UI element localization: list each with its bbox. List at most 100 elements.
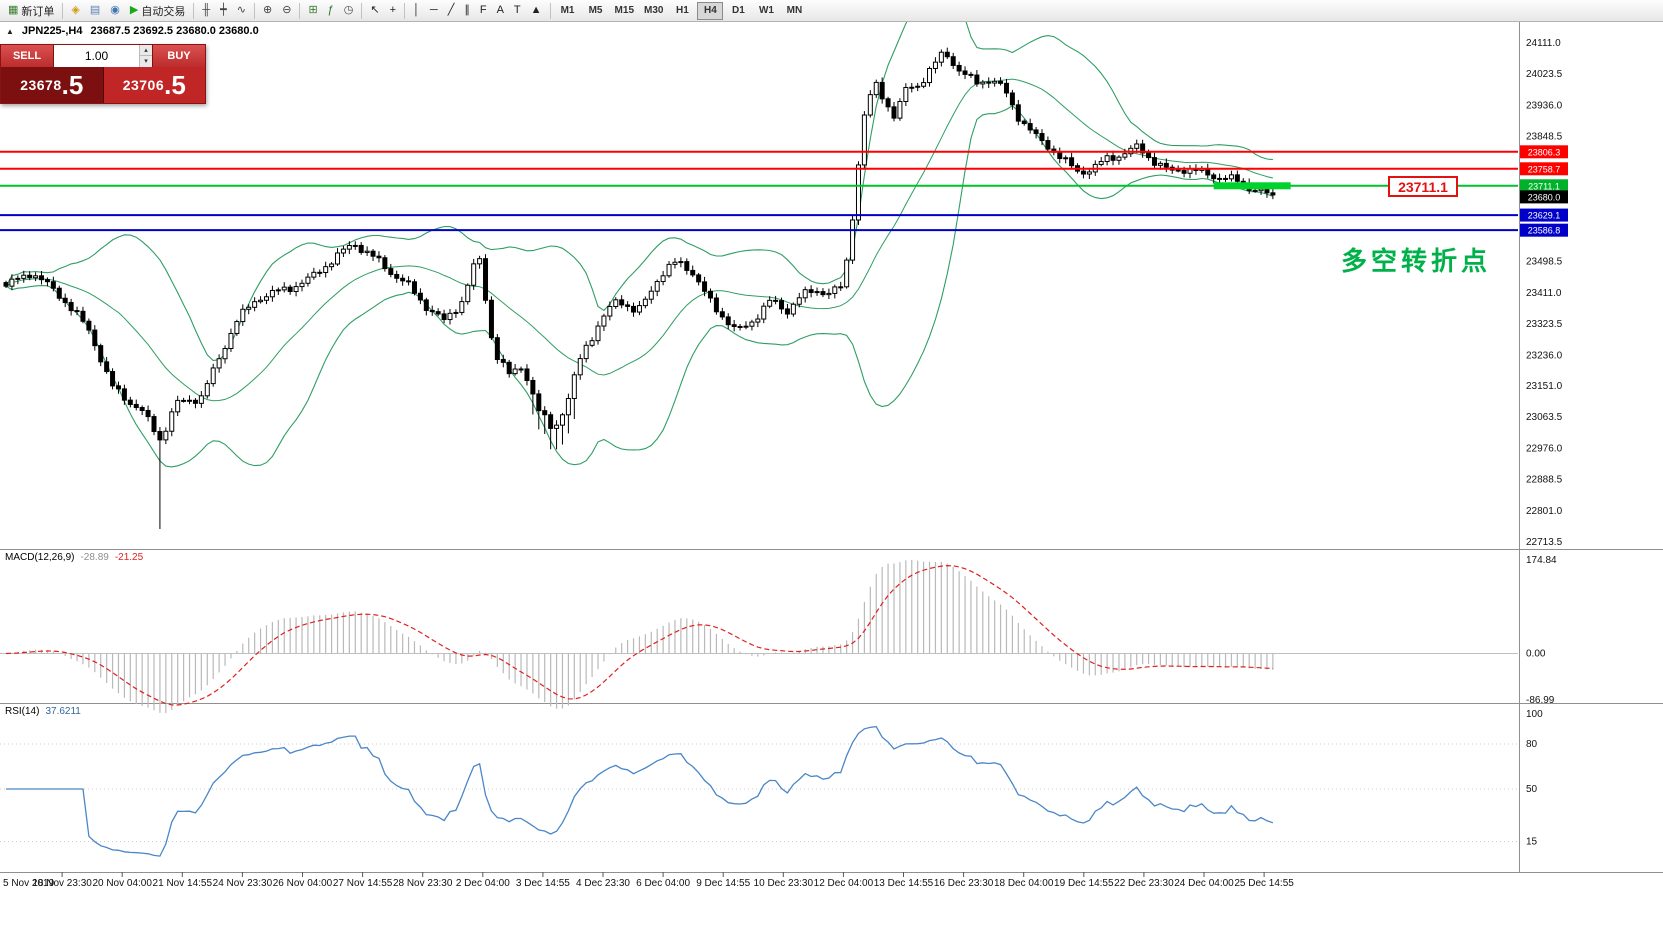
svg-text:23680.0: 23680.0: [1528, 192, 1561, 202]
timeframe-h4-button[interactable]: H4: [697, 1, 724, 20]
buy-button[interactable]: BUY: [153, 45, 205, 67]
volume-up-button[interactable]: ▴: [139, 45, 152, 56]
arrows-icon: ▲: [530, 4, 542, 16]
timeframe-d1-button[interactable]: D1: [732, 5, 745, 16]
svg-text:13 Dec 14:55: 13 Dec 14:55: [874, 878, 934, 889]
cursor-button[interactable]: ↖: [365, 1, 384, 20]
svg-text:6 Dec 04:00: 6 Dec 04:00: [636, 878, 690, 889]
svg-text:24 Dec 04:00: 24 Dec 04:00: [1174, 878, 1234, 889]
auto-trading-label: 自动交易: [141, 5, 186, 18]
symbol-name: JPN225-,H4: [21, 25, 83, 37]
cursor-icon: ↖: [370, 4, 380, 16]
buy-price[interactable]: 23706.5: [103, 67, 205, 103]
candlestick-type-icon: ┿: [220, 4, 227, 16]
new-order-button[interactable]: ▦ 新订单: [3, 1, 59, 20]
svg-text:4 Dec 23:30: 4 Dec 23:30: [576, 878, 630, 889]
channel-button[interactable]: ∥: [459, 1, 475, 20]
buy-price-int: 23706: [122, 77, 165, 93]
one-click-trading-panel: SELL ▴ ▾ BUY 23678.5 23706.5: [0, 44, 206, 104]
chart-symbol-icon: ▲: [6, 26, 14, 36]
svg-text:22 Dec 23:30: 22 Dec 23:30: [1114, 878, 1174, 889]
trendline-button[interactable]: ╱: [443, 1, 460, 20]
zoom-out-button[interactable]: ⊖: [277, 1, 296, 20]
bar-chart-type-button[interactable]: ╫: [197, 1, 215, 20]
svg-text:50: 50: [1526, 784, 1538, 795]
main-toolbar: ▦ 新订单 ◈ ▤ ◉ ▶ 自动交易 ╫ ┿ ∿ ⊕ ⊖ ⊞ ƒ ◷ ↖ + │ ─ ╱ ∥ F A T ▲ M1 M5 M15 M30…: [0, 0, 1663, 22]
timeframe-m15-button[interactable]: M15: [614, 5, 634, 16]
svg-text:23411.0: 23411.0: [1526, 288, 1562, 299]
toolbar-separator: [361, 2, 363, 19]
label-button[interactable]: T: [509, 1, 526, 20]
chart-objects: [1213, 182, 1291, 190]
horizontal-line-button[interactable]: ─: [425, 1, 443, 20]
price-axis: 174.84 0.00 -86.99 100 80 50 15 24111.0 24023.5 2…: [1520, 38, 1568, 848]
line-chart-type-button[interactable]: ∿: [232, 1, 251, 20]
svg-text:100: 100: [1526, 709, 1543, 720]
sell-price-dec: .5: [61, 70, 84, 100]
svg-text:23151.0: 23151.0: [1526, 381, 1563, 392]
zoom-in-icon: ⊕: [263, 4, 273, 16]
svg-text:22888.5: 22888.5: [1526, 475, 1563, 486]
timeframe-m30-button[interactable]: M30: [644, 5, 664, 16]
timeframe-w1-button[interactable]: W1: [758, 5, 774, 16]
svg-text:18 Nov 23:30: 18 Nov 23:30: [32, 878, 92, 889]
auto-trading-button[interactable]: ▶ 自动交易: [125, 1, 190, 20]
sell-button[interactable]: SELL: [1, 45, 53, 67]
level-lines: [0, 150, 1518, 232]
trendline-icon: ╱: [447, 4, 455, 16]
svg-text:174.84: 174.84: [1526, 555, 1557, 566]
svg-text:12 Dec 04:00: 12 Dec 04:00: [814, 878, 874, 889]
tile-windows-icon: ⊞: [308, 4, 318, 16]
data-window-icon: ▤: [89, 4, 101, 16]
toolbar-separator: [404, 2, 406, 19]
vertical-line-icon: │: [413, 4, 420, 16]
candlestick-type-button[interactable]: ┿: [215, 1, 232, 20]
volume-down-button[interactable]: ▾: [139, 56, 152, 67]
panel-frame: [0, 22, 1663, 873]
svg-text:80: 80: [1526, 739, 1538, 750]
svg-text:24111.0: 24111.0: [1526, 38, 1561, 49]
candles: [3, 47, 1276, 529]
macd-signal-value: -21.25: [114, 552, 144, 563]
volume-input[interactable]: [54, 45, 139, 67]
symbol-ohlc: 23687.5 23692.5 23680.0 23680.0: [90, 25, 259, 37]
timeframe-mn-button[interactable]: MN: [786, 5, 803, 16]
toolbar-separator: [549, 2, 551, 19]
svg-text:5 Nov 2019: 5 Nov 2019: [3, 878, 55, 889]
fibonacci-icon: F: [479, 4, 487, 16]
trade-panel-price-row: 23678.5 23706.5: [1, 67, 205, 103]
trade-panel-top-row: SELL ▴ ▾ BUY: [1, 45, 205, 67]
svg-text:2 Dec 04:00: 2 Dec 04:00: [456, 878, 510, 889]
metaeditor-button[interactable]: ◈: [66, 1, 84, 20]
svg-text:0.00: 0.00: [1526, 648, 1546, 659]
sell-price[interactable]: 23678.5: [1, 67, 104, 103]
toolbar-separator: [193, 2, 195, 19]
periods-button[interactable]: ◷: [339, 1, 359, 20]
text-icon: A: [496, 4, 504, 16]
zoom-in-button[interactable]: ⊕: [258, 1, 277, 20]
arrows-button[interactable]: ▲: [526, 1, 547, 20]
macd-name: MACD(12,26,9): [5, 552, 75, 563]
symbol-info: ▲ JPN225-,H4 23687.5 23692.5 23680.0 236…: [6, 25, 259, 37]
vertical-line-button[interactable]: │: [408, 1, 425, 20]
indicators-button[interactable]: ƒ: [323, 1, 339, 20]
tile-windows-button[interactable]: ⊞: [303, 1, 322, 20]
turning-point-annotation: 多空转折点: [1341, 246, 1492, 276]
fibonacci-button[interactable]: F: [475, 1, 492, 20]
rsi-value: 37.6211: [45, 706, 81, 717]
data-window-button[interactable]: ▤: [85, 1, 105, 20]
timeframe-m1-button[interactable]: M1: [560, 5, 575, 16]
periods-icon: ◷: [343, 4, 354, 16]
svg-text:22976.0: 22976.0: [1526, 443, 1563, 454]
new-order-icon: ▦: [8, 4, 19, 16]
timeframe-m5-button[interactable]: M5: [588, 5, 603, 16]
community-button[interactable]: ◉: [105, 1, 125, 20]
timeframe-h1-button[interactable]: H1: [676, 5, 689, 16]
crosshair-button[interactable]: +: [385, 1, 401, 20]
text-button[interactable]: A: [492, 1, 509, 20]
svg-text:23848.5: 23848.5: [1526, 132, 1563, 143]
price-callout-label[interactable]: 23711.1: [1388, 176, 1458, 197]
